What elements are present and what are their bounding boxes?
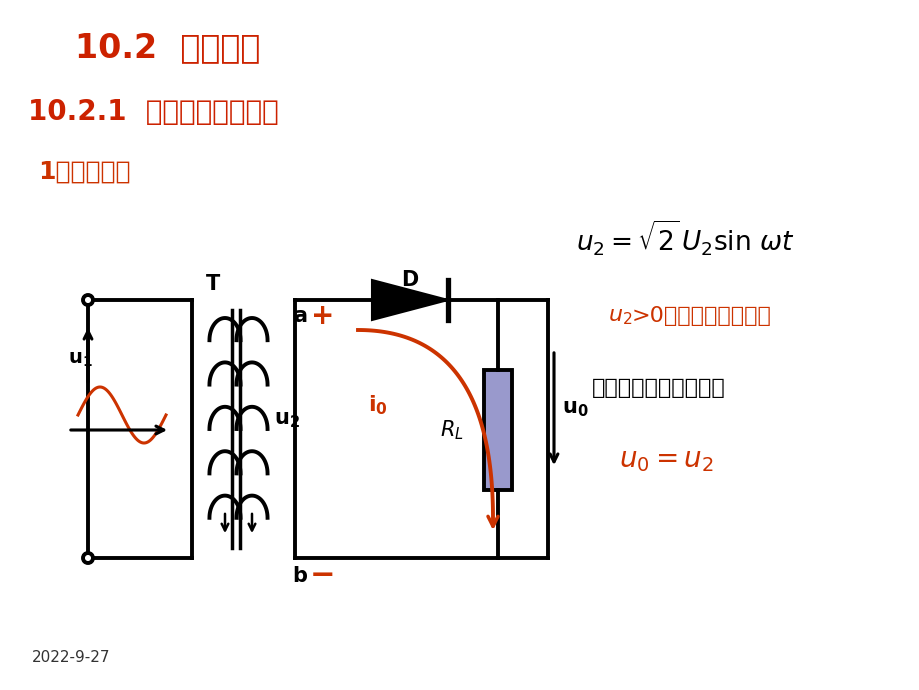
- Text: a: a: [292, 306, 307, 326]
- Text: −: −: [310, 562, 335, 591]
- Text: $\mathbf{u_1}$: $\mathbf{u_1}$: [68, 351, 93, 369]
- Text: $\mathbf{i_0}$: $\mathbf{i_0}$: [368, 393, 388, 417]
- Text: b: b: [292, 566, 307, 586]
- Bar: [483, 370, 512, 490]
- Text: $u_2 = \sqrt{2}\,U_2 \sin\,\omega t$: $u_2 = \sqrt{2}\,U_2 \sin\,\omega t$: [575, 219, 793, 257]
- Text: +: +: [311, 302, 335, 330]
- Text: 忽略二极管正向压降：: 忽略二极管正向压降：: [591, 378, 725, 398]
- Text: T: T: [206, 274, 220, 294]
- Text: 1、工作原理: 1、工作原理: [38, 160, 130, 184]
- Text: 10.2.1  单相半波整流电路: 10.2.1 单相半波整流电路: [28, 98, 278, 126]
- Text: D: D: [401, 270, 418, 290]
- Polygon shape: [371, 280, 448, 320]
- Text: $R_L$: $R_L$: [439, 418, 463, 442]
- Text: 2022-9-27: 2022-9-27: [32, 651, 110, 665]
- Text: $u_2$: $u_2$: [607, 305, 631, 327]
- Text: $\mathbf{u_0}$: $\mathbf{u_0}$: [562, 399, 588, 419]
- Text: >0时，二极管导通。: >0时，二极管导通。: [631, 306, 771, 326]
- Text: $u_0 = u_2$: $u_0 = u_2$: [618, 446, 712, 473]
- Text: $\mathbf{u_2}$: $\mathbf{u_2}$: [274, 410, 300, 430]
- Text: 10.2  整流电路: 10.2 整流电路: [75, 32, 260, 64]
